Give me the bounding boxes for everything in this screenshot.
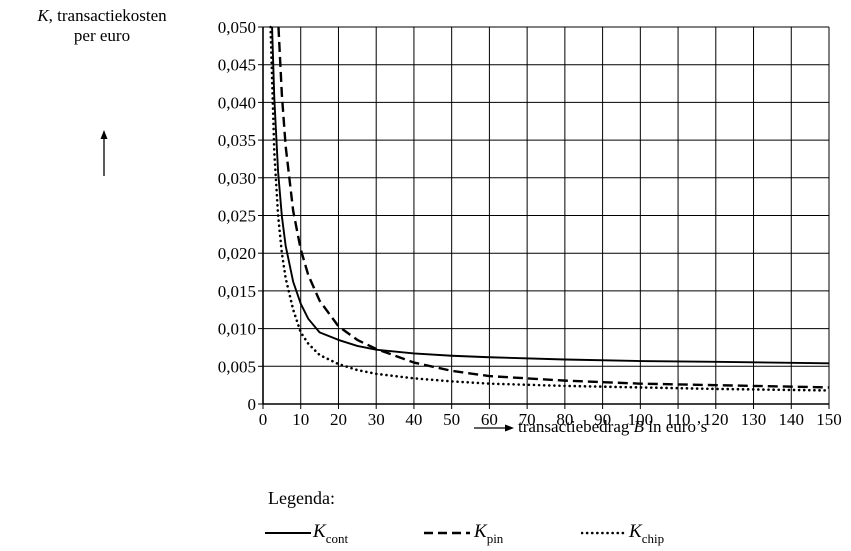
- legend-label-pin: pin: [486, 531, 504, 546]
- x-tick-label: 130: [741, 410, 767, 429]
- series-line-chip: [269, 25, 831, 392]
- y-tick-label: 0,050: [218, 18, 256, 37]
- y-tick-label: 0,030: [218, 169, 256, 188]
- x-tick-label: 20: [330, 410, 347, 429]
- series-line-cont: [271, 26, 830, 365]
- y-axis-label: K, transactiekosten per euro: [4, 6, 200, 46]
- legend-swatch-dashed: [424, 531, 470, 534]
- y-tick-label: 0,005: [218, 357, 256, 376]
- y-axis-arrow-head: [100, 130, 108, 139]
- y-tick-label: 0,015: [218, 282, 256, 301]
- y-axis-label-line2: per euro: [73, 26, 131, 45]
- legend-title: Legenda:: [268, 488, 335, 508]
- legend-swatch-dotted: [580, 531, 629, 534]
- legend-item-chip: Kchip: [580, 521, 665, 546]
- x-tick-label: 70: [519, 410, 536, 429]
- x-tick-label: 150: [816, 410, 842, 429]
- x-tick-label: 100: [628, 410, 654, 429]
- y-tick-label: 0,020: [218, 244, 256, 263]
- legend-var-k: K: [629, 521, 642, 542]
- legend-swatch-solid: [265, 531, 311, 534]
- legend-var-k: K: [313, 521, 326, 542]
- x-tick-label: 50: [443, 410, 460, 429]
- series-group: [269, 25, 831, 392]
- series-line-pin: [277, 26, 830, 389]
- x-tick-label: 30: [368, 410, 385, 429]
- x-tick-label: 10: [292, 410, 309, 429]
- y-axis-label-var: K: [37, 6, 49, 25]
- legend-label-chip: chip: [641, 531, 665, 546]
- x-tick-labels: 0 10 20 30 40 50 60 70 80 90 100 110 120 130 140 150: [259, 410, 842, 429]
- legend-item-pin: Kpin: [424, 521, 504, 546]
- y-axis-label-line1: , transactiekosten: [48, 6, 167, 25]
- legend-var-k: K: [474, 521, 487, 542]
- legend-label-cont: cont: [325, 531, 349, 546]
- y-tick-labels: 0 0,005 0,010 0,015 0,020 0,025 0,030 0,035 0,04…: [218, 18, 256, 414]
- y-tick-label: 0,010: [218, 320, 256, 339]
- x-tick-label: 60: [481, 410, 498, 429]
- y-tick-label: 0,035: [218, 131, 256, 150]
- y-tick-label: 0: [248, 395, 257, 414]
- y-tick-label: 0,025: [218, 207, 256, 226]
- x-axis-arrow-head: [505, 424, 514, 432]
- x-tick-label: 110: [666, 410, 691, 429]
- x-axis-label-var: B: [633, 417, 645, 436]
- y-tick-label: 0,040: [218, 93, 256, 112]
- x-axis-label: transactiebedrag B in euro’s: [518, 417, 707, 437]
- x-tick-label: 120: [703, 410, 729, 429]
- x-axis-label-prefix: transactiebedrag: [518, 417, 634, 436]
- x-tick-label: 90: [594, 410, 611, 429]
- x-tick-label: 40: [405, 410, 422, 429]
- grid-lines: [258, 26, 830, 409]
- y-tick-label: 0,045: [218, 56, 256, 75]
- legend-item-cont: Kcont: [265, 521, 349, 546]
- x-axis-label-suffix: in euro’s: [644, 417, 708, 436]
- x-tick-label: 80: [556, 410, 573, 429]
- x-tick-label: 0: [259, 410, 268, 429]
- x-tick-label: 140: [779, 410, 805, 429]
